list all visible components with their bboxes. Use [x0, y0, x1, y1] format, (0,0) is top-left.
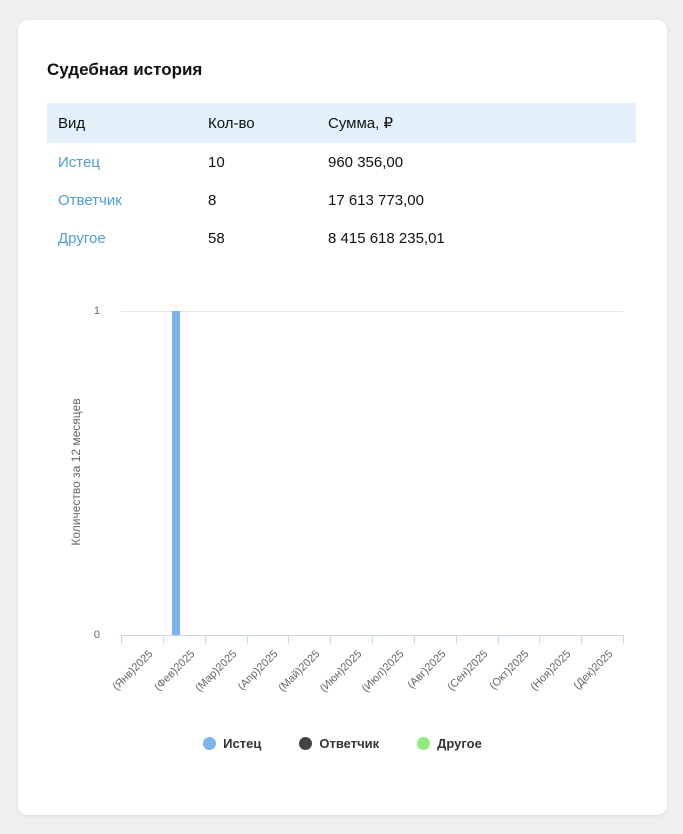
x-axis-line [121, 635, 624, 636]
row-type-link[interactable]: Истец [58, 153, 100, 171]
row-sum: 8 415 618 235,01 [328, 229, 445, 247]
x-axis-tick [497, 636, 499, 644]
row-count: 8 [208, 191, 217, 209]
x-axis-tick [204, 636, 206, 644]
table-row: Ответчик 8 17 613 773,00 [47, 181, 636, 219]
chart-legend: Истец Ответчик Другое [18, 736, 667, 751]
x-axis-tick [455, 636, 457, 644]
x-axis-tick [288, 636, 290, 644]
legend-marker-icon [417, 737, 431, 750]
table-row: Другое 58 8 415 618 235,01 [47, 219, 636, 257]
legend-item-Ответчик[interactable]: Ответчик [299, 736, 379, 751]
chart: Количество за 12 месяцев Истец Ответчик Др… [18, 20, 667, 815]
x-axis-tick [246, 636, 248, 644]
page-title: Судебная история [47, 60, 203, 79]
row-sum: 17 613 773,00 [328, 191, 424, 209]
column-header-count: Кол-во [208, 114, 255, 132]
chart-bar-Истец[interactable] [172, 311, 181, 635]
row-type-link[interactable]: Ответчик [58, 191, 122, 209]
row-type-link[interactable]: Другое [58, 229, 106, 247]
table-row: Истец 10 960 356,00 [47, 143, 636, 181]
x-axis-tick [372, 636, 373, 644]
legend-label: Другое [437, 736, 482, 751]
column-header-type: Вид [58, 114, 86, 132]
x-axis-tick [623, 636, 624, 644]
y-gridline [121, 311, 623, 312]
x-axis-tick [330, 636, 332, 644]
legend-label: Ответчик [319, 736, 380, 751]
legend-label: Истец [223, 736, 262, 751]
legend-marker-icon [203, 737, 217, 750]
x-axis-tick [162, 636, 164, 644]
legend-marker-icon [299, 737, 313, 750]
table-header-row: Вид Кол-во Сумма, ₽ [47, 103, 636, 143]
column-header-sum: Сумма, ₽ [328, 115, 394, 132]
legend-item-Истец[interactable]: Истец [203, 736, 261, 751]
legend-item-Другое[interactable]: Другое [417, 736, 482, 751]
row-count: 10 [208, 153, 225, 171]
y-axis-tick-label: 1 [93, 305, 100, 317]
x-axis-tick [413, 636, 415, 644]
x-axis-tick [581, 636, 583, 644]
x-axis-tick [539, 636, 541, 644]
court-history-card: Судебная история Вид Кол-во Сумма, ₽ Ист… [18, 20, 667, 815]
y-axis-title: Количество за 12 месяцев [69, 398, 83, 546]
x-axis-tick [121, 636, 122, 644]
row-count: 58 [208, 229, 225, 247]
court-history-table: Вид Кол-во Сумма, ₽ Истец 10 960 356,00 … [47, 103, 636, 257]
row-sum: 960 356,00 [328, 153, 404, 171]
y-axis-tick-label: 0 [93, 629, 100, 641]
